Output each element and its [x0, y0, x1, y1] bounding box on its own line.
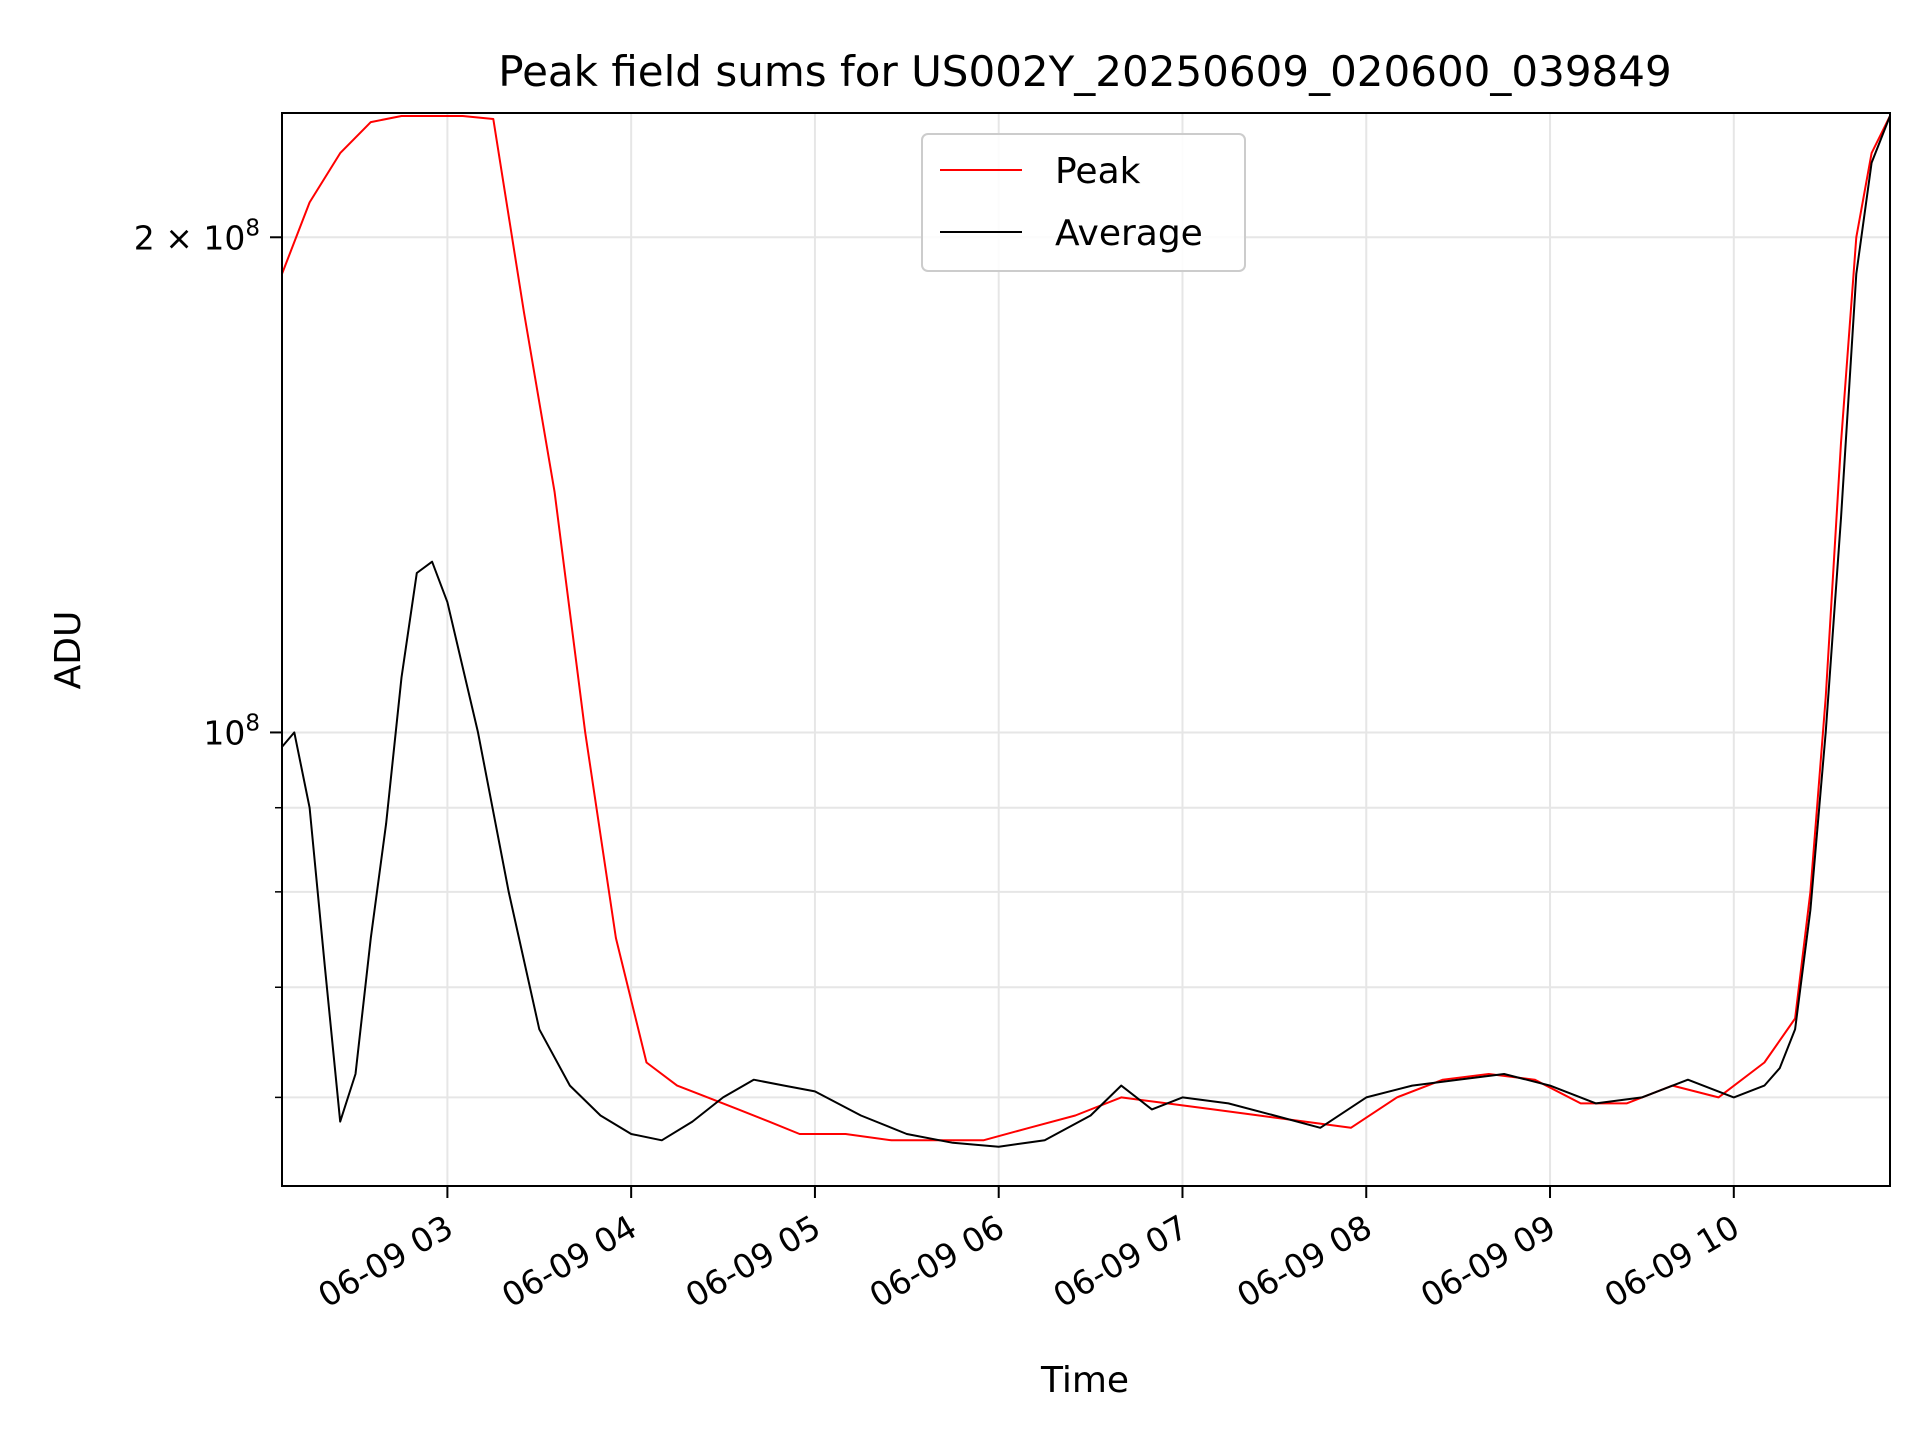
x-tick-label: 06-09 04	[495, 1207, 643, 1315]
x-tick-label: 06-09 05	[679, 1207, 827, 1315]
x-tick-label: 06-09 06	[863, 1207, 1011, 1315]
chart-title: Peak field sums for US002Y_20250609_0206…	[498, 47, 1671, 96]
x-axis-label: Time	[1040, 1360, 1129, 1401]
y-tick-label: 108	[203, 710, 260, 752]
series-line-peak	[282, 115, 1890, 1142]
legend: Peak Average	[921, 133, 1246, 272]
series-line-average	[282, 115, 1890, 1148]
legend-label-peak: Peak	[1055, 151, 1141, 192]
y-axis: 108 2 × 108	[134, 215, 282, 1099]
x-tick-label: 06-09 08	[1230, 1207, 1378, 1315]
x-axis: 06-09 03 06-09 04 06-09 05 06-09 06 06-09 07…	[311, 1186, 1746, 1315]
x-tick-label: 06-09 10	[1598, 1207, 1746, 1315]
x-tick-label: 06-09 03	[311, 1207, 459, 1315]
gridlines	[282, 113, 1890, 1186]
y-axis-label: ADU	[48, 611, 89, 690]
series-layer	[282, 115, 1890, 1148]
legend-box	[921, 133, 1246, 272]
plot-frame	[281, 112, 1891, 1187]
legend-label-average: Average	[1055, 213, 1203, 254]
x-tick-label: 06-09 07	[1046, 1207, 1194, 1315]
x-tick-label: 06-09 09	[1414, 1207, 1562, 1315]
y-tick-label: 2 × 108	[134, 215, 260, 257]
